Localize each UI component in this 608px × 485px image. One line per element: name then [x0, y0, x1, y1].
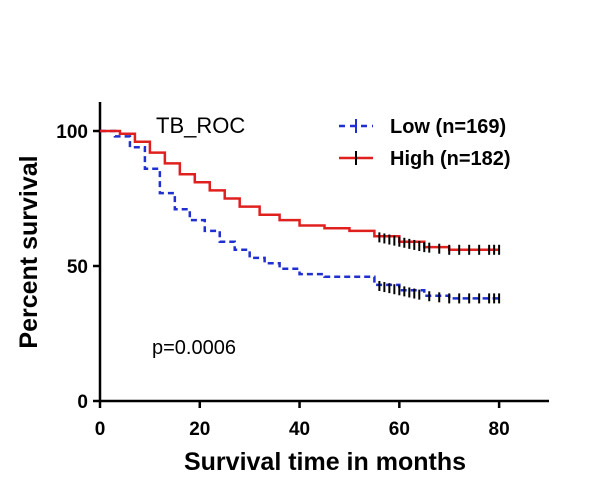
legend-label-high: High (n=182) — [390, 148, 511, 170]
chart-title: TB_ROC — [156, 113, 245, 138]
x-tick-label-20: 20 — [189, 419, 210, 440]
x-axis-title: Survival time in months — [184, 448, 466, 476]
x-tick-label-80: 80 — [489, 419, 510, 440]
legend: Low (n=169) High (n=182) — [339, 116, 511, 170]
y-tick-label-0: 0 — [77, 392, 88, 413]
x-tick-label-0: 0 — [95, 419, 106, 440]
legend-label-low: Low (n=169) — [390, 116, 506, 138]
y-tick-label-50: 50 — [67, 257, 88, 278]
y-axis-title: Percent survival — [15, 155, 43, 348]
series-low — [100, 129, 501, 304]
legend-entry-high: High (n=182) — [339, 148, 511, 170]
p-value-annotation: p=0.0006 — [152, 337, 236, 359]
legend-entry-low: Low (n=169) — [339, 116, 506, 138]
y-tick-label-100: 100 — [56, 122, 88, 143]
axis-ticks: 0 20 40 60 80 0 50 100 — [56, 122, 509, 440]
x-tick-label-40: 40 — [289, 419, 310, 440]
series-high — [100, 129, 501, 255]
series-layer — [100, 129, 501, 304]
x-tick-label-60: 60 — [389, 419, 410, 440]
